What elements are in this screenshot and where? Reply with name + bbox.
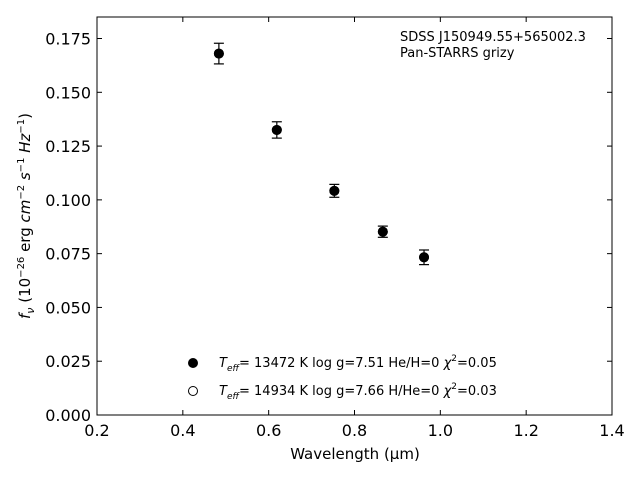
model-points [213, 48, 430, 263]
legend-label: Teff= 13472 K log g=7.51 He/H=0 χ2=0.05 [219, 354, 497, 374]
x-axis-label: Wavelength (μm) [290, 445, 420, 463]
y-axis-label: fν (10−26 erg cm−2 s−1 Hz−1) [16, 113, 37, 319]
observed-point [329, 185, 340, 196]
x-tick-label: 0.8 [342, 421, 367, 440]
y-tick-label: 0.125 [45, 137, 91, 156]
legend-marker [188, 386, 198, 396]
x-tick-label: 0.6 [256, 421, 281, 440]
observed-point [419, 252, 430, 263]
x-tick-label: 1.4 [599, 421, 624, 440]
y-tick-label: 0.025 [45, 352, 91, 371]
observed-points [213, 42, 430, 266]
annotation-survey: Pan-STARRS grizy [400, 46, 515, 61]
annotation-object-name: SDSS J150949.55+565002.3 [400, 30, 586, 45]
x-tick-label: 0.2 [84, 421, 109, 440]
x-axis-ticks: 0.2 0.4 0.6 0.8 1.0 1.2 1.4 [84, 17, 625, 440]
y-tick-label: 0.050 [45, 298, 91, 317]
observed-point [377, 226, 388, 237]
observed-point [271, 124, 282, 135]
y-tick-label: 0.100 [45, 191, 91, 210]
legend-marker [188, 358, 198, 368]
y-axis-ticks: 0.000 0.025 0.050 0.075 0.100 0.125 0.150 0.175 [45, 30, 612, 425]
observed-point [213, 48, 224, 59]
x-tick-label: 1.0 [428, 421, 453, 440]
x-tick-label: 1.2 [513, 421, 538, 440]
legend-label: Teff= 14934 K log g=7.66 H/He=0 χ2=0.03 [219, 382, 497, 402]
svg-text:fν (10−26 erg cm−2 s−1 Hz−1): fν (10−26 erg cm−2 s−1 Hz−1) [16, 113, 37, 319]
x-tick-label: 0.4 [170, 421, 195, 440]
y-tick-label: 0.075 [45, 245, 91, 264]
y-tick-label: 0.175 [45, 30, 91, 49]
y-tick-label: 0.000 [45, 406, 91, 425]
legend: Teff= 13472 K log g=7.51 He/H=0 χ2=0.05 T… [188, 354, 497, 402]
y-tick-label: 0.150 [45, 83, 91, 102]
